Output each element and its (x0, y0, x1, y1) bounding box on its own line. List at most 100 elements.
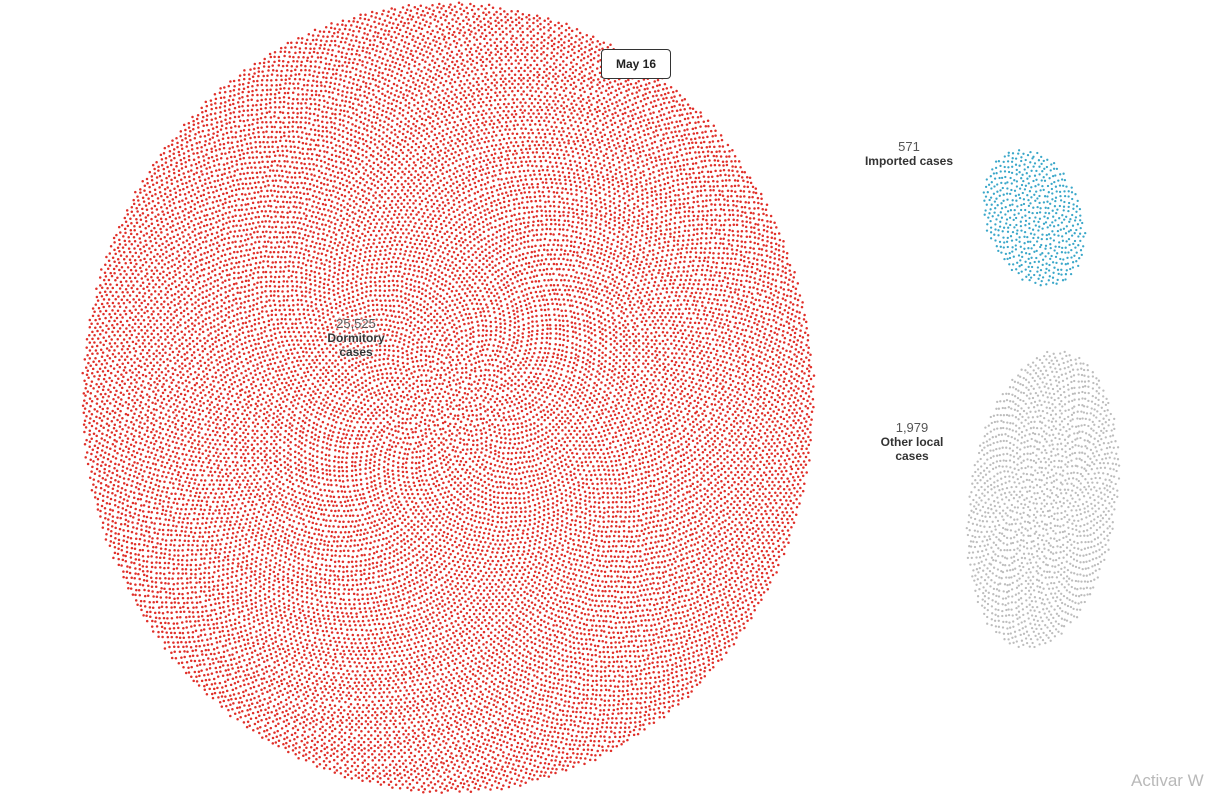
dormitory-case-dot (290, 465, 293, 468)
dormitory-case-dot (520, 264, 523, 267)
dormitory-case-dot (429, 519, 432, 522)
dormitory-case-dot (392, 256, 395, 259)
dormitory-case-dot (523, 268, 526, 271)
dormitory-case-dot (620, 395, 623, 398)
dormitory-case-dot (501, 502, 504, 505)
dormitory-case-dot (520, 507, 523, 510)
dormitory-case-dot (510, 300, 513, 303)
dormitory-case-dot (381, 522, 384, 525)
dormitory-case-dot (275, 443, 278, 446)
dormitory-case-dot (343, 294, 346, 297)
dormitory-case-dot (586, 376, 589, 379)
dormitory-case-dot (512, 529, 515, 532)
dormitory-case-dot (296, 360, 299, 363)
dormitory-case-dot (486, 550, 489, 553)
dormitory-case-dot (588, 293, 591, 296)
dormitory-case-dot (390, 501, 393, 504)
dormitory-case-dot (528, 419, 531, 422)
dormitory-case-dot (489, 489, 492, 492)
dormitory-case-dot (370, 412, 373, 415)
dormitory-case-dot (492, 350, 495, 353)
dormitory-case-dot (391, 469, 394, 472)
dormitory-case-dot (409, 242, 412, 245)
dormitory-case-dot (482, 501, 485, 504)
dormitory-case-dot (423, 369, 426, 372)
dormitory-case-dot (573, 492, 576, 495)
dormitory-case-dot (418, 218, 421, 221)
dormitory-case-dot (470, 211, 473, 214)
dormitory-case-dot (424, 428, 427, 431)
dormitory-case-dot (558, 257, 561, 260)
dormitory-case-dot (472, 278, 475, 281)
dormitory-case-dot (372, 557, 375, 560)
dormitory-case-dot (419, 456, 422, 459)
dormitory-case-dot (572, 415, 575, 418)
dormitory-case-dot (560, 529, 563, 532)
dormitory-case-dot (343, 330, 346, 333)
dormitory-case-dot (473, 238, 476, 241)
dormitory-case-dot (496, 385, 499, 388)
dormitory-case-dot (413, 334, 416, 337)
dormitory-case-dot (305, 505, 308, 508)
dormitory-case-dot (345, 396, 348, 399)
dormitory-case-dot (583, 346, 586, 349)
dormitory-case-dot (420, 429, 423, 432)
dormitory-case-dot (582, 486, 585, 489)
dormitory-case-dot (580, 402, 583, 405)
dormitory-case-dot (434, 393, 437, 396)
dormitory-case-dot (405, 489, 408, 492)
dormitory-case-dot (540, 389, 543, 392)
dormitory-case-dot (419, 569, 422, 572)
dormitory-case-dot (317, 518, 320, 521)
dormitory-case-dot (517, 427, 520, 430)
dormitory-case-dot (477, 218, 480, 221)
dormitory-case-dot (524, 226, 527, 229)
dormitory-case-dot (303, 493, 306, 496)
dormitory-case-dot (334, 501, 337, 504)
dormitory-case-dot (420, 579, 423, 582)
dormitory-case-dot (344, 299, 347, 302)
dormitory-case-dot (389, 325, 392, 328)
dormitory-case-dot (531, 281, 534, 284)
dormitory-case-dot (296, 339, 299, 342)
dormitory-case-dot (373, 525, 376, 528)
dormitory-case-dot (360, 323, 363, 326)
dormitory-case-dot (508, 447, 511, 450)
dormitory-case-dot (532, 367, 535, 370)
dormitory-case-dot (416, 379, 419, 382)
dormitory-case-dot (322, 380, 325, 383)
dormitory-case-dot (434, 229, 437, 232)
dormitory-case-dot (443, 560, 446, 563)
dormitory-case-dot (577, 392, 580, 395)
dormitory-case-dot (549, 489, 552, 492)
dormitory-case-dot (527, 496, 530, 499)
dormitory-case-dot (349, 305, 352, 308)
dormitory-case-dot (400, 556, 403, 559)
dormitory-case-dot (591, 406, 594, 409)
dormitory-case-dot (566, 444, 569, 447)
dormitory-case-dot (441, 406, 444, 409)
dormitory-case-dot (293, 414, 296, 417)
dormitory-case-dot (312, 390, 315, 393)
dormitory-case-dot (570, 299, 573, 302)
dormitory-case-dot (354, 465, 357, 468)
dormitory-case-dot (448, 556, 451, 559)
dormitory-case-dot (396, 392, 399, 395)
dormitory-case-dot (405, 236, 408, 239)
dormitory-case-dot (368, 563, 371, 566)
dormitory-case-dot (579, 287, 582, 290)
dormitory-case-dot (451, 309, 454, 312)
dormitory-case-dot (450, 364, 453, 367)
dormitory-case-dot (465, 363, 468, 366)
dormitory-case-dot (474, 456, 477, 459)
dormitory-case-dot (538, 520, 541, 523)
dormitory-case-dot (284, 395, 287, 398)
dormitory-case-dot (396, 244, 399, 247)
dormitory-case-dot (428, 542, 431, 545)
dormitory-case-dot (366, 487, 369, 490)
dormitory-case-dot (300, 448, 303, 451)
dormitory-case-dot (304, 462, 307, 465)
dormitory-case-dot (393, 388, 396, 391)
dormitory-case-dot (547, 308, 550, 311)
dormitory-case-dot (483, 582, 486, 585)
